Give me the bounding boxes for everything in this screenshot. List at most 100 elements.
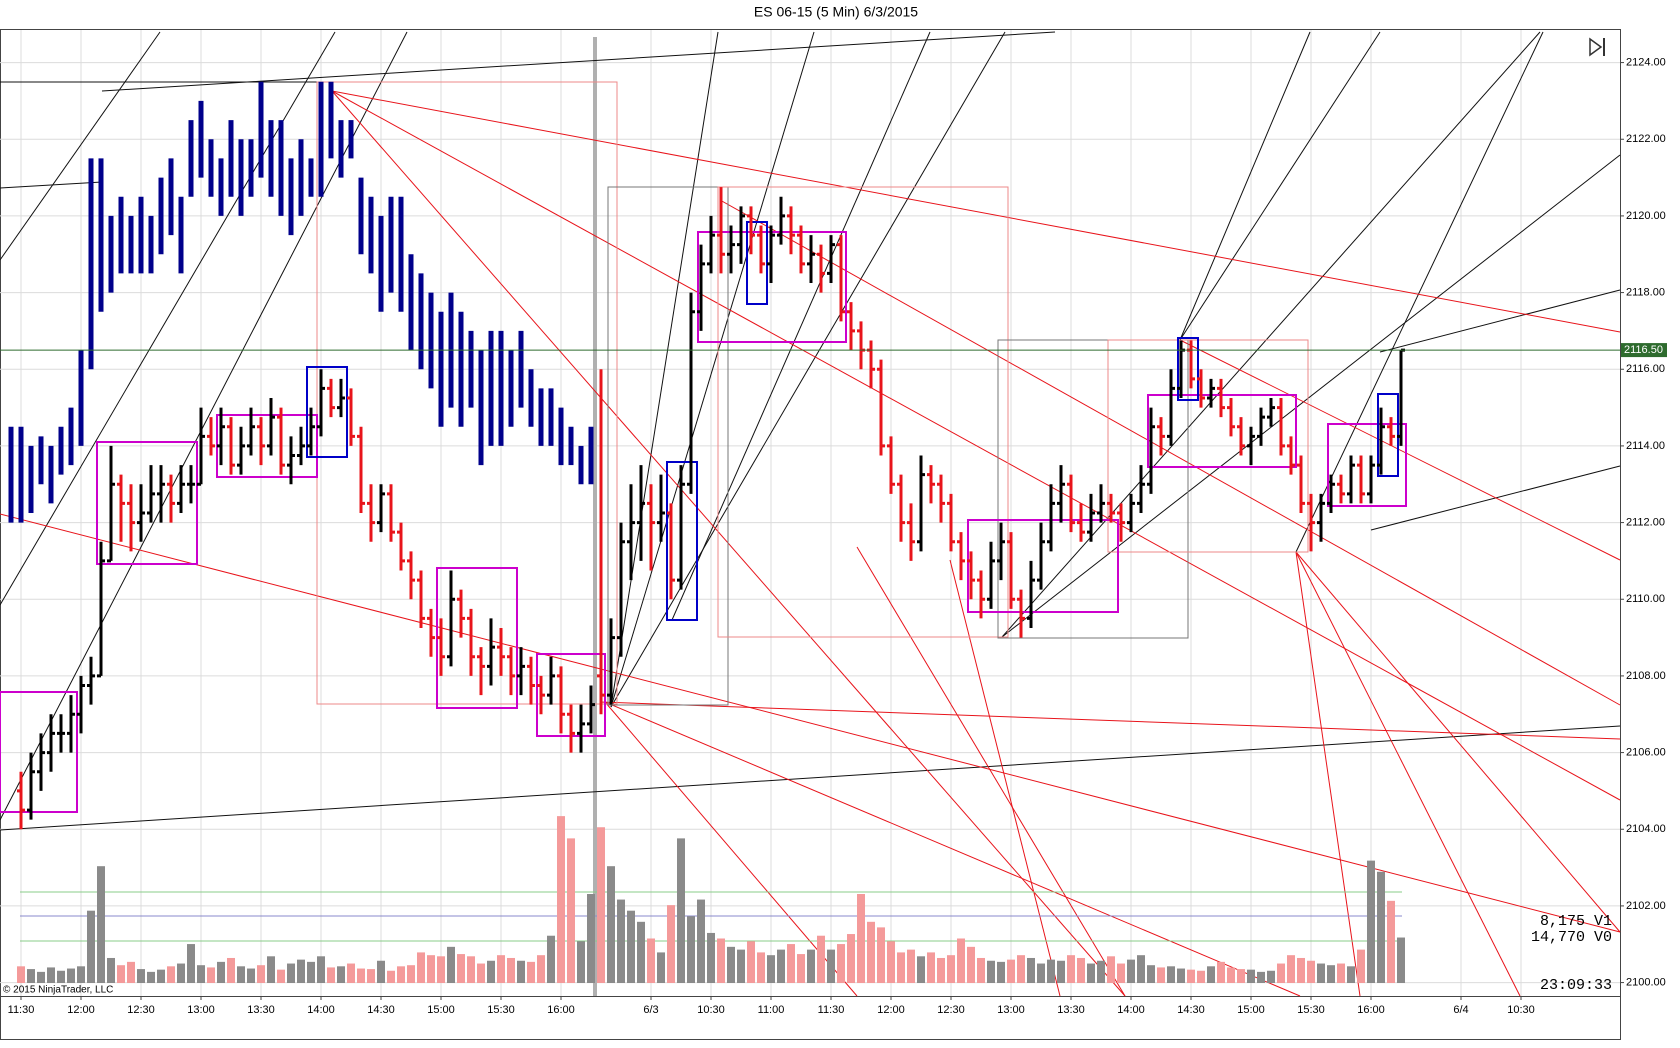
volume-bar	[1327, 965, 1335, 983]
volume-bar	[87, 910, 95, 983]
volume-bar	[657, 952, 665, 983]
price-bar	[1347, 455, 1355, 504]
volume-bar	[917, 956, 925, 983]
x-tick-label: 13:00	[187, 1004, 215, 1016]
x-tick-label: 13:00	[997, 1004, 1025, 1016]
y-tick-label: 2116.00	[1626, 363, 1665, 375]
y-tick-label: 2102.00	[1626, 900, 1666, 912]
volume-bar	[777, 949, 785, 983]
range-box	[666, 461, 698, 621]
price-bar	[777, 196, 785, 245]
price-bar	[187, 465, 195, 504]
volume-bar	[257, 965, 265, 983]
price-bar	[837, 235, 845, 322]
price-bar	[797, 225, 805, 274]
last-price-box	[1621, 343, 1667, 358]
price-bar	[637, 465, 645, 561]
volume-bar	[617, 899, 625, 983]
x-tick-label: 12:00	[877, 1004, 905, 1016]
price-bar	[1267, 398, 1275, 427]
volume-bar	[67, 968, 75, 983]
volume-bar	[557, 816, 565, 983]
volume-bar	[247, 968, 255, 983]
price-bar	[407, 551, 415, 600]
volume-bar	[977, 957, 985, 983]
volume-bar	[707, 932, 715, 983]
price-bar	[1227, 398, 1235, 437]
trend-line	[1295, 551, 1521, 997]
price-bar	[1017, 589, 1025, 638]
price-bar	[267, 398, 275, 456]
volume-bar	[567, 838, 575, 983]
volume-bar	[1167, 966, 1175, 983]
price-bar	[37, 733, 45, 791]
range-box	[607, 186, 729, 706]
price-bar	[1057, 465, 1065, 523]
range-box	[96, 441, 198, 565]
x-tick-label: 13:30	[247, 1004, 275, 1016]
volume-bar	[1247, 969, 1255, 983]
price-bar	[697, 244, 705, 331]
trend-line	[856, 546, 1126, 997]
volume-bar	[987, 960, 995, 983]
price-bar	[1387, 417, 1395, 446]
trend-line	[604, 701, 1301, 997]
volume-bar	[577, 941, 585, 983]
volume-bar	[1287, 955, 1295, 983]
volume-bar	[57, 970, 65, 983]
y-tick-label: 2110.00	[1626, 593, 1665, 605]
volume-bar	[1277, 963, 1285, 983]
volume-bar	[157, 969, 165, 983]
price-bar	[887, 436, 895, 494]
price-bar	[907, 503, 915, 561]
price-bar	[947, 493, 955, 552]
volume-bar	[797, 954, 805, 983]
price-bar	[1117, 503, 1125, 542]
price-bar	[437, 618, 445, 676]
price-bar	[67, 695, 75, 753]
x-tick-label: 16:00	[1357, 1004, 1385, 1016]
volume-bar	[717, 938, 725, 983]
trend-line	[1295, 31, 1544, 553]
volume-bar	[1147, 965, 1155, 983]
trend-line	[0, 725, 1621, 831]
volume-bar	[107, 957, 115, 983]
price-bar	[1307, 493, 1315, 552]
price-bar	[237, 426, 245, 475]
price-bar	[1377, 407, 1385, 475]
price-bar	[597, 369, 605, 715]
volume-bar	[127, 961, 135, 983]
range-box	[1177, 337, 1199, 401]
volume-bar	[447, 946, 455, 983]
play-icon[interactable]	[1589, 37, 1603, 57]
price-bar	[967, 551, 975, 600]
chart-title: ES 06-15 (5 Min) 6/3/2015	[754, 4, 918, 20]
last-price-label: 2116.50	[1624, 344, 1663, 356]
price-bar	[527, 656, 535, 705]
price-bar	[627, 484, 635, 581]
toolbar-button[interactable]	[1589, 37, 1605, 57]
trend-line	[0, 181, 103, 189]
price-bar	[957, 532, 965, 581]
trend-line	[0, 513, 1621, 933]
trend-line	[1179, 339, 1621, 561]
volume-bar	[1177, 968, 1185, 983]
volume-bar	[687, 916, 695, 983]
price-bar	[1067, 474, 1075, 533]
volume-bar	[907, 949, 915, 983]
volume-bar	[1197, 970, 1205, 983]
volume-bar	[297, 959, 305, 983]
volume-bar	[47, 967, 55, 983]
price-bar	[317, 369, 325, 437]
trend-line	[610, 31, 719, 708]
price-bar	[537, 675, 545, 715]
volume-bar	[37, 971, 45, 983]
volume-bar	[607, 866, 615, 983]
x-tick-label: 12:30	[127, 1004, 155, 1016]
price-bar	[467, 608, 475, 676]
volume-bar	[937, 957, 945, 983]
volume-bar	[537, 955, 545, 983]
price-bar	[877, 359, 885, 456]
price-bar	[1047, 484, 1055, 552]
